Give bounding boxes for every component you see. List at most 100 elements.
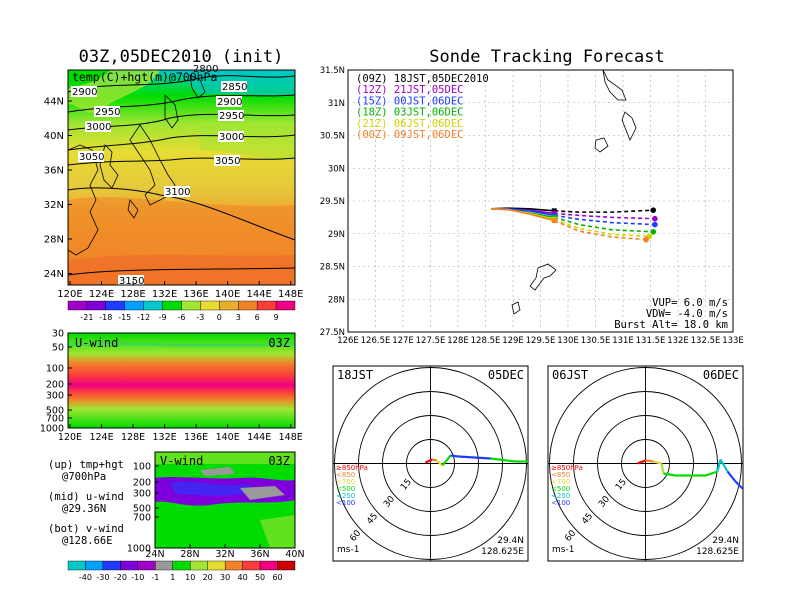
level-legend: <850: [336, 471, 355, 479]
contour-label: 3050: [215, 156, 240, 167]
x-tick-label: 124E: [89, 432, 113, 443]
colorbar-swatch: [181, 300, 201, 311]
y-tick-label: 29.5N: [320, 197, 345, 207]
hodograph-lat: 29.4N: [712, 536, 739, 546]
colorbar-swatch: [105, 300, 125, 311]
colorbar-swatch: [224, 560, 243, 571]
colorbar-swatch: [277, 560, 296, 571]
colorbar-label: -18: [99, 313, 112, 322]
y-tick-label: 300: [46, 391, 64, 402]
hodograph-time: 06JST: [552, 368, 588, 382]
wind-trace: [726, 470, 737, 483]
legend-up: (up) tmp+hgt: [48, 459, 124, 471]
level-legend: <100: [336, 499, 355, 507]
x-tick-label: 28N: [180, 549, 199, 560]
legend-entry: (00Z) 09JST,06DEC: [356, 129, 463, 141]
legend-bot: (bot) v-wind: [48, 523, 124, 535]
y-tick-label: 700: [46, 414, 64, 425]
colorbar-label: -21: [80, 313, 93, 322]
colorbar-label: 3: [236, 313, 241, 322]
y-tick-label: 700: [133, 513, 151, 524]
colorbar-swatch: [162, 300, 182, 311]
legend-entry: (12Z) 21JST,05DEC: [356, 84, 463, 96]
x-tick-label: 144E: [247, 432, 271, 443]
legend-entry: (09Z) 18JST,05DEC2010: [356, 73, 489, 85]
x-tick-label: 130.5E: [581, 336, 611, 346]
track-series: [490, 207, 658, 243]
colorbar-swatch: [120, 560, 139, 571]
y-tick-label: 40N: [44, 131, 64, 142]
level-legend: <500: [336, 485, 355, 493]
x-tick-label: 127E: [392, 336, 414, 346]
contour-label: 3050: [79, 152, 104, 163]
launch-param: VUP= 6.0 m/s: [652, 297, 728, 309]
x-tick-label: 129E: [502, 336, 524, 346]
contour-label: 3150: [119, 276, 144, 287]
unit-label: ms-1: [552, 545, 574, 555]
x-tick-label: 127.5E: [416, 336, 446, 346]
colorbar-swatch: [256, 300, 277, 311]
level-legend: ≥850hPa: [336, 464, 368, 472]
legend-mid-lat: @29.36N: [62, 503, 106, 515]
y-tick-label: 24N: [44, 269, 64, 280]
temperature-colorbar: -21 -18 -15 -12 -9 -6 -3 0 3 6 9: [67, 300, 296, 322]
x-tick-label: 128E: [121, 432, 145, 443]
legend-bot-lon: @128.66E: [62, 535, 113, 547]
legend-mid: (mid) u-wind: [48, 491, 124, 503]
x-tick-label: 131.5E: [636, 336, 666, 346]
y-tick-label: 44N: [44, 97, 64, 108]
legend-entry: (15Z) 00JST,06DEC: [356, 95, 463, 107]
colorbar-label: 20: [203, 573, 213, 582]
x-tick-label: 24N: [145, 549, 164, 560]
y-tick-label: 31N: [328, 99, 345, 109]
y-tick-label: 200: [133, 478, 151, 489]
wind-trace: [425, 458, 433, 464]
contour-label: 3000: [86, 122, 111, 133]
x-tick-label: 136E: [184, 432, 208, 443]
colorbar-swatch: [275, 300, 296, 311]
wind-trace: [432, 458, 437, 462]
y-tick-label: 1000: [40, 424, 64, 435]
colorbar-label: -20: [114, 573, 127, 582]
launch-param: Burst Alt= 18.0 km: [614, 319, 728, 331]
colorbar-swatch: [67, 560, 86, 571]
track-line-dashed: [553, 219, 647, 241]
y-tick-label: 36N: [44, 166, 64, 177]
colorbar-label: 9: [274, 313, 279, 322]
x-tick-label: 132E: [152, 289, 177, 300]
x-tick-label: 140E: [216, 432, 240, 443]
x-tick-label: 126E: [337, 336, 359, 346]
y-tick-label: 30.5N: [320, 132, 345, 142]
colorbar-label: -3: [196, 313, 204, 322]
wind-trace: [441, 454, 452, 467]
y-tick-label: 100: [133, 462, 151, 473]
x-tick-label: 140E: [215, 289, 240, 300]
panel-legend: (up) tmp+hgt @700hPa (mid) u-wind @29.36…: [48, 459, 124, 547]
launch-param: VDW= -4.0 m/s: [646, 308, 728, 320]
colorbar-swatch: [207, 560, 226, 571]
colorbar-label: -1: [151, 573, 159, 582]
contour-label: 2950: [95, 107, 120, 118]
contour-label: 3000: [219, 132, 244, 143]
y-tick-label: 27.5N: [320, 328, 345, 338]
y-tick-label: 50: [52, 343, 64, 354]
x-tick-label: 132E: [667, 336, 689, 346]
x-tick-label: 144E: [246, 289, 271, 300]
y-tick-label: 28N: [44, 235, 64, 246]
wind-trace: [527, 471, 528, 473]
burst-point: [652, 221, 658, 228]
wind-trace: [490, 457, 516, 463]
u-wind-field: [68, 333, 295, 428]
unit-label: ms-1: [337, 545, 359, 555]
temperature-patches: [68, 70, 295, 285]
colorbar-label: -15: [118, 313, 131, 322]
x-tick-label: 36N: [250, 549, 269, 560]
x-tick-label: 148E: [278, 289, 303, 300]
x-tick-label: 129.5E: [526, 336, 556, 346]
x-tick-label: 32N: [215, 549, 234, 560]
legend-up-level: @700hPa: [62, 471, 106, 483]
colorbar-label: 0: [217, 313, 222, 322]
